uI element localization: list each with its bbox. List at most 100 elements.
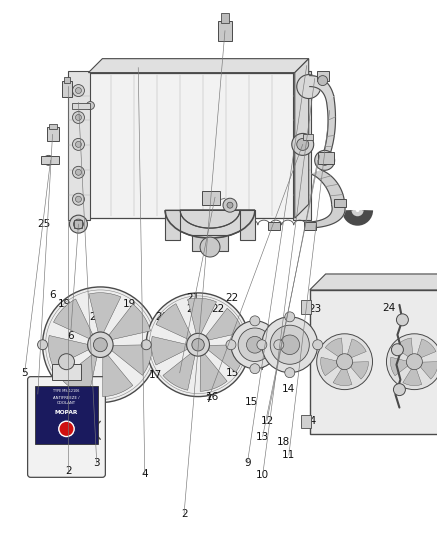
- Polygon shape: [350, 362, 368, 379]
- Circle shape: [43, 155, 53, 165]
- Polygon shape: [305, 205, 345, 228]
- Circle shape: [75, 169, 81, 175]
- Text: 14: 14: [252, 362, 265, 373]
- Text: 18: 18: [277, 437, 290, 447]
- Circle shape: [396, 314, 408, 326]
- Text: 1: 1: [35, 389, 41, 399]
- Polygon shape: [208, 345, 245, 372]
- Bar: [64, 77, 71, 83]
- Circle shape: [141, 340, 151, 350]
- Text: 15: 15: [226, 368, 239, 378]
- Text: 12: 12: [261, 416, 274, 425]
- Polygon shape: [61, 354, 97, 395]
- Text: 7: 7: [205, 394, 212, 405]
- Polygon shape: [391, 357, 408, 376]
- Polygon shape: [347, 339, 366, 358]
- Polygon shape: [188, 298, 216, 334]
- Text: 22: 22: [212, 304, 225, 314]
- Text: 3: 3: [93, 458, 100, 468]
- Circle shape: [75, 141, 81, 148]
- Polygon shape: [310, 274, 438, 290]
- Bar: [68, 71, 90, 220]
- Circle shape: [296, 193, 308, 205]
- Circle shape: [146, 293, 250, 397]
- Bar: [74, 220, 82, 228]
- Text: 22: 22: [226, 293, 239, 303]
- Bar: [303, 134, 313, 140]
- Text: 16: 16: [206, 392, 219, 402]
- Text: 8: 8: [177, 368, 183, 378]
- Polygon shape: [312, 171, 345, 205]
- Circle shape: [192, 338, 204, 351]
- Polygon shape: [165, 210, 255, 238]
- Bar: [202, 191, 220, 205]
- Polygon shape: [333, 369, 352, 385]
- Text: 13: 13: [256, 432, 269, 441]
- Text: 10: 10: [256, 470, 269, 480]
- Bar: [35, 385, 99, 445]
- Polygon shape: [163, 353, 195, 390]
- Circle shape: [270, 325, 309, 364]
- Bar: [318, 152, 334, 164]
- Polygon shape: [417, 339, 436, 358]
- Text: 21: 21: [186, 293, 199, 303]
- Circle shape: [392, 344, 403, 356]
- Circle shape: [38, 340, 48, 350]
- Circle shape: [296, 111, 308, 124]
- Circle shape: [262, 317, 318, 373]
- Circle shape: [247, 336, 263, 353]
- Circle shape: [57, 420, 75, 438]
- Circle shape: [226, 340, 236, 350]
- Bar: [301, 300, 311, 314]
- Text: 5: 5: [21, 368, 28, 378]
- Circle shape: [317, 334, 372, 390]
- Text: 20: 20: [155, 312, 168, 322]
- Circle shape: [60, 422, 74, 436]
- Polygon shape: [325, 338, 343, 357]
- Circle shape: [296, 139, 308, 150]
- Text: 19: 19: [123, 298, 136, 309]
- Circle shape: [72, 85, 85, 96]
- Polygon shape: [310, 76, 334, 102]
- Text: MOPAR: MOPAR: [55, 410, 78, 415]
- Polygon shape: [103, 355, 133, 397]
- Circle shape: [200, 237, 220, 257]
- Circle shape: [406, 354, 422, 370]
- Circle shape: [297, 139, 309, 150]
- Circle shape: [257, 340, 267, 350]
- Circle shape: [72, 193, 85, 205]
- Polygon shape: [420, 362, 438, 379]
- FancyBboxPatch shape: [28, 377, 106, 478]
- Polygon shape: [156, 304, 191, 340]
- Text: 9: 9: [244, 458, 251, 468]
- Bar: [41, 156, 59, 164]
- Bar: [301, 415, 311, 429]
- Text: 20: 20: [89, 312, 102, 322]
- Bar: [268, 222, 280, 230]
- Circle shape: [280, 335, 300, 354]
- Circle shape: [314, 150, 335, 171]
- Text: 23: 23: [308, 304, 321, 314]
- Text: 15: 15: [245, 397, 258, 407]
- Text: 2: 2: [181, 508, 187, 519]
- Polygon shape: [323, 95, 336, 155]
- Circle shape: [227, 202, 233, 208]
- Circle shape: [75, 87, 81, 94]
- Circle shape: [72, 166, 85, 178]
- Polygon shape: [321, 357, 338, 376]
- Bar: [72, 102, 90, 109]
- Circle shape: [70, 215, 88, 233]
- Text: 4: 4: [141, 469, 148, 479]
- Circle shape: [250, 364, 260, 374]
- Text: 21: 21: [186, 304, 199, 314]
- Circle shape: [297, 75, 321, 99]
- Circle shape: [88, 332, 113, 358]
- Bar: [218, 21, 232, 41]
- Bar: [221, 13, 229, 23]
- Circle shape: [72, 111, 85, 124]
- Polygon shape: [48, 335, 88, 367]
- Circle shape: [231, 321, 279, 369]
- Circle shape: [296, 85, 308, 96]
- Text: ANTIFREEZE /
COOLANT: ANTIFREEZE / COOLANT: [53, 396, 80, 405]
- Text: 14: 14: [282, 384, 296, 394]
